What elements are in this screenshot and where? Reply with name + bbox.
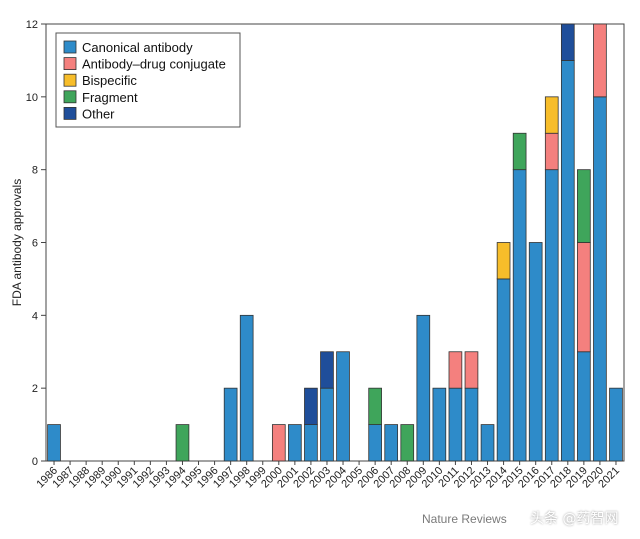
legend-swatch [63, 57, 77, 70]
bar-2007-canonical-antibody [384, 424, 399, 462]
legend-entry: Fragment [82, 90, 138, 105]
legend-swatch [63, 73, 77, 87]
bar-2019-antibody-drug-conjugate [577, 242, 591, 353]
bar-2002-canonical-antibody [304, 424, 318, 462]
y-tick-label: 6 [32, 238, 38, 250]
bar-1997-canonical-antibody [223, 387, 238, 462]
bar-2013-canonical-antibody [480, 424, 495, 462]
bar-2012-canonical-antibody [464, 387, 479, 462]
bar-1998-canonical-antibody [239, 314, 254, 462]
bar-2004-canonical-antibody [336, 351, 350, 462]
bar-2015-canonical-antibody [512, 169, 527, 462]
y-tick-label: 0 [32, 456, 38, 468]
bar-2017-bispecific [544, 96, 559, 134]
bar-2019-canonical-antibody [577, 351, 591, 462]
bar-1994-fragment [175, 424, 190, 462]
bar-2011-antibody-drug-conjugate [448, 351, 463, 389]
legend-swatch [63, 107, 77, 120]
bar-2002-other [304, 387, 318, 425]
bar-2018-other [560, 23, 575, 61]
legend-entry: Bispecific [82, 73, 137, 88]
bar-2010-canonical-antibody [432, 387, 447, 462]
bar-2014-bispecific [496, 242, 511, 280]
y-tick-label: 12 [26, 19, 38, 31]
bar-2000-antibody-drug-conjugate [271, 424, 286, 462]
legend-entry: Antibody–drug conjugate [82, 57, 226, 72]
bar-2008-fragment [400, 424, 415, 462]
y-tick-label: 4 [32, 310, 38, 322]
bar-2009-canonical-antibody [416, 314, 431, 462]
bar-2015-fragment [512, 132, 527, 171]
bar-2019-fragment [577, 169, 591, 243]
bar-2014-canonical-antibody [496, 278, 511, 462]
legend-box [55, 32, 241, 128]
bar-2020-antibody-drug-conjugate [593, 23, 607, 98]
bars [47, 23, 623, 462]
legend-swatch [63, 40, 77, 54]
legend-entry: Other [82, 106, 115, 121]
bar-2011-canonical-antibody [448, 387, 463, 462]
bar-2003-canonical-antibody [320, 387, 334, 462]
bar-1986-canonical-antibody [47, 424, 61, 462]
bar-2018-canonical-antibody [560, 60, 575, 462]
y-axis-label: FDA antibody approvals [10, 179, 24, 306]
legend-swatch [63, 90, 77, 104]
legend-entry: Canonical antibody [82, 40, 193, 55]
bar-2001-canonical-antibody [288, 424, 302, 462]
y-tick-label: 2 [32, 383, 38, 395]
bar-2006-canonical-antibody [368, 424, 382, 462]
watermark-text: 头条 @药智网 [530, 511, 619, 527]
bar-2012-antibody-drug-conjugate [464, 351, 479, 389]
y-tick-label: 10 [26, 92, 38, 104]
bar-2021-canonical-antibody [609, 387, 623, 462]
bar-2006-fragment [368, 387, 382, 425]
bar-2003-other [320, 351, 334, 389]
credit-text: Nature Reviews [422, 512, 507, 526]
bar-2020-canonical-antibody [593, 96, 607, 462]
legend: Canonical antibody Antibody–drug conjugat… [55, 32, 241, 128]
bar-2017-antibody-drug-conjugate [544, 132, 559, 171]
bar-2017-canonical-antibody [544, 169, 559, 462]
y-tick-label: 8 [32, 165, 38, 177]
bar-2016-canonical-antibody [528, 242, 543, 462]
